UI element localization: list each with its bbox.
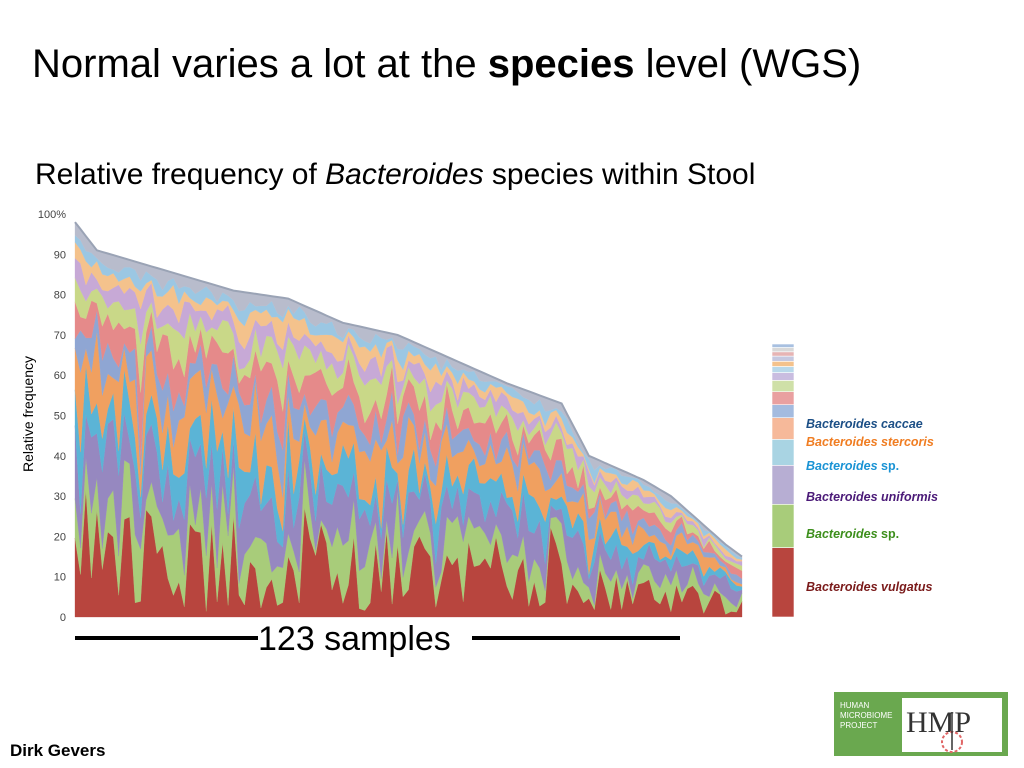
legend-label: Bacteroides sp.: [806, 527, 899, 541]
legend-label: Bacteroides vulgatus: [806, 580, 932, 594]
y-tick-label: 90: [54, 249, 66, 261]
y-tick-label: 60: [54, 370, 66, 382]
legend-swatch-segment: [771, 351, 795, 357]
samples-label: 123 samples: [258, 620, 451, 659]
legend-swatch-segment: [771, 404, 795, 419]
legend-swatch-stack: [771, 343, 795, 618]
y-tick-label: 0: [60, 612, 66, 624]
legend-swatch-segment: [771, 547, 795, 618]
chart-subtitle: Relative frequency of Bacteroides specie…: [35, 158, 756, 191]
logo-line-1: HUMAN: [840, 701, 870, 710]
legend-swatch-segment: [771, 380, 795, 392]
legend: Bacteroides caccae Bacteroides stercoris B…: [806, 417, 938, 594]
legend-swatch-segment: [771, 464, 795, 505]
legend-swatch-segment: [771, 372, 795, 381]
legend-label: Bacteroides uniformis: [806, 490, 938, 504]
legend-swatch-segment: [771, 360, 795, 367]
legend-swatch-segment: [771, 343, 795, 348]
legend-swatch-segment: [771, 391, 795, 406]
logo-line-3: PROJECT: [840, 721, 877, 730]
y-tick-label: 80: [54, 290, 66, 302]
y-tick-label: 100%: [38, 209, 66, 221]
y-tick-label: 70: [54, 330, 66, 342]
legend-swatch-segment: [771, 366, 795, 373]
slide-title: Normal varies a lot at the species level…: [32, 42, 862, 86]
legend-swatch-segment: [771, 347, 795, 353]
legend-swatch-segment: [771, 438, 795, 466]
y-tick-label: 50: [54, 411, 66, 423]
logo-mark: HMP: [906, 706, 971, 739]
legend-swatch-segment: [771, 355, 795, 362]
legend-swatch-segment: [771, 503, 795, 548]
author-name: Dirk Gevers: [10, 741, 106, 760]
logo-line-2: MICROBIOME: [840, 711, 892, 720]
y-tick-label: 30: [54, 491, 66, 503]
hmp-logo: HUMAN MICROBIOME PROJECT HMP: [834, 692, 1008, 756]
y-tick-label: 10: [54, 572, 66, 584]
y-tick-label: 20: [54, 531, 66, 543]
legend-swatch-segment: [771, 417, 795, 440]
samples-line-right: [472, 636, 680, 640]
y-axis: 0 10 20 30 40 50 60 70 80 90 100%: [38, 209, 66, 624]
legend-label: Bacteroides sp.: [806, 459, 899, 473]
total-envelope-line: [74, 221, 743, 558]
legend-label: Bacteroides caccae: [806, 417, 923, 431]
y-axis-label: Relative frequency: [20, 356, 36, 472]
legend-label: Bacteroides stercoris: [806, 435, 934, 449]
y-tick-label: 40: [54, 451, 66, 463]
samples-line-left: [75, 636, 260, 640]
species-areas: [74, 221, 743, 618]
